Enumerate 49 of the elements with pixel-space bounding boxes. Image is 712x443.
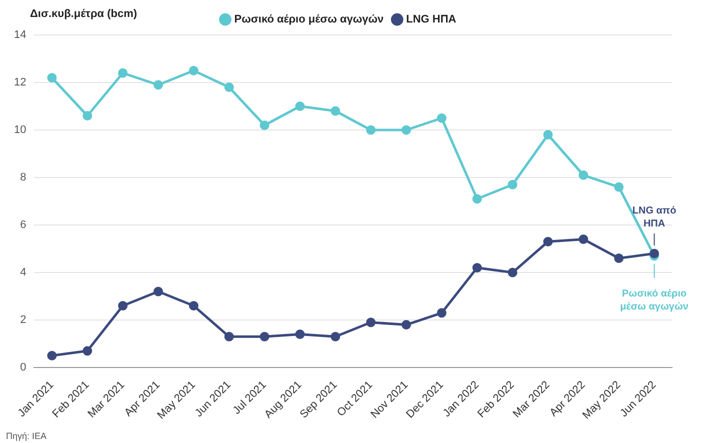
point [153, 80, 163, 90]
point [402, 320, 412, 330]
annotation: Ρωσικό αέριο μέσω αγωγών [620, 288, 689, 313]
y-tick-label: 12 [14, 76, 26, 89]
point [543, 130, 553, 140]
point [295, 102, 305, 111]
point [47, 350, 57, 360]
y-tick-label: 14 [14, 29, 26, 42]
point [366, 318, 376, 328]
y-tick-label: 10 [14, 124, 26, 136]
point [224, 332, 234, 342]
point [295, 330, 305, 340]
legend-label: LNG ΗΠΑ [406, 14, 456, 26]
point [82, 111, 92, 120]
y-tick-label: 4 [20, 266, 26, 279]
point [188, 301, 198, 311]
point [472, 263, 482, 273]
y-tick-label: 2 [20, 314, 26, 326]
legend-label: Ρωσικό αέριο μέσω αγωγών [234, 14, 384, 26]
point [436, 113, 446, 123]
point [260, 120, 270, 130]
point [330, 332, 340, 342]
annotation: LNG από ΗΠΑ [632, 205, 676, 230]
point [330, 106, 340, 116]
point [614, 254, 624, 264]
point [153, 286, 163, 296]
point [118, 68, 128, 78]
point [508, 268, 518, 278]
point [436, 308, 446, 318]
point [578, 234, 588, 244]
y-axis-title: Δισ.κυβ.μέτρα (bcm) [30, 8, 138, 20]
point [650, 248, 660, 258]
point [47, 73, 57, 82]
point [260, 332, 270, 342]
point [402, 125, 412, 135]
point [366, 125, 376, 135]
text: Πηγή: IEA [6, 430, 47, 441]
point [578, 170, 588, 180]
point [82, 346, 92, 356]
point [118, 301, 128, 311]
point [508, 180, 518, 190]
y-tick-label: 6 [20, 219, 26, 232]
point [614, 182, 624, 192]
point [188, 66, 198, 76]
point [472, 194, 482, 204]
point [543, 236, 553, 246]
y-tick-label: 8 [20, 172, 26, 184]
y-tick-label: 0 [20, 362, 26, 374]
point [224, 82, 234, 92]
